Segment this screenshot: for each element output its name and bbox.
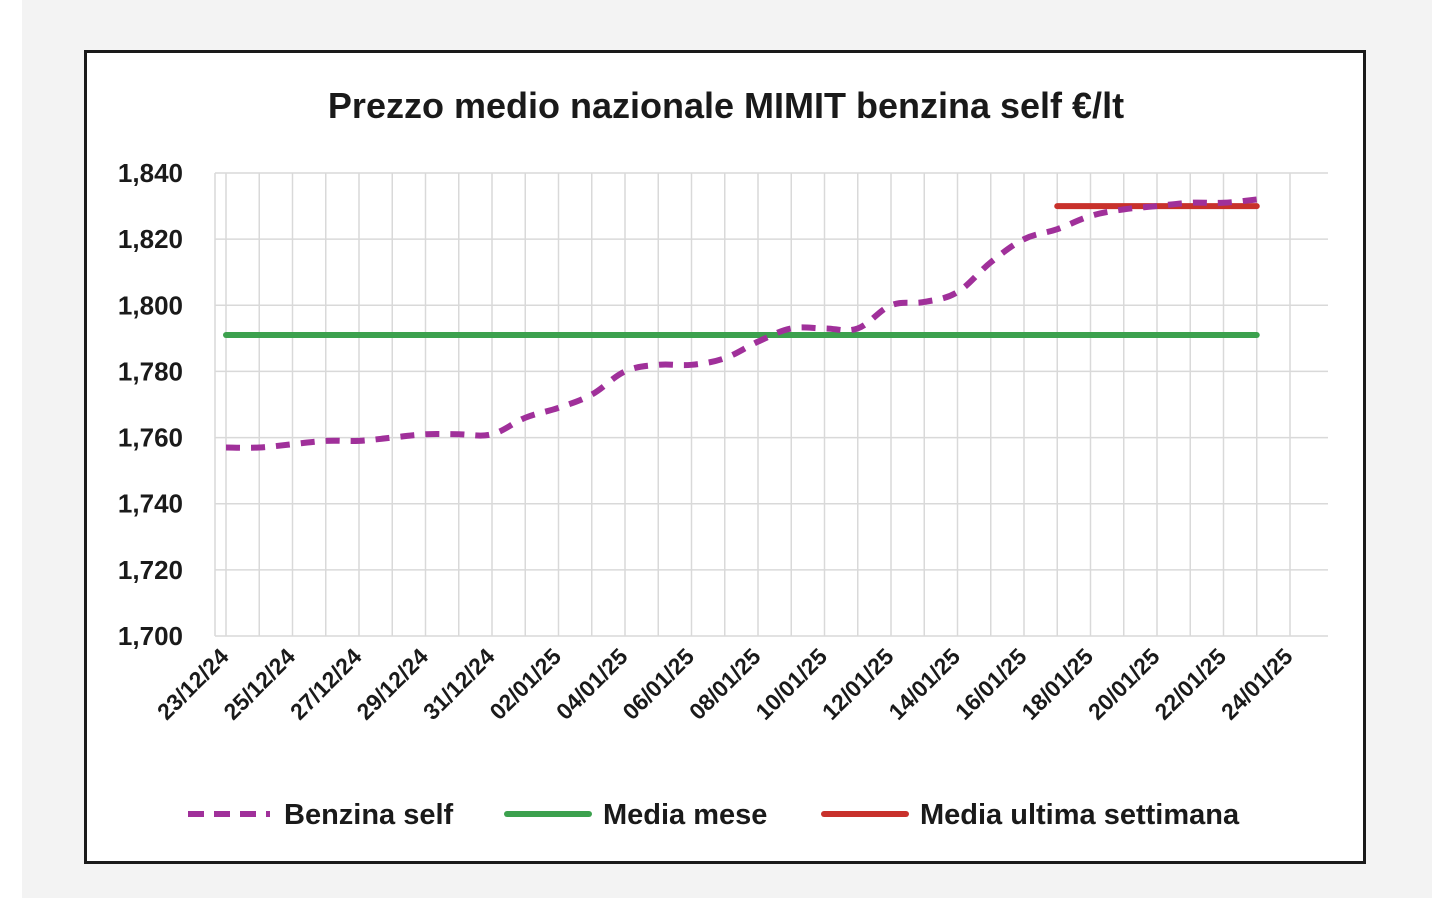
y-tick-label: 1,700 [118, 621, 183, 651]
x-tick-label: 16/01/25 [950, 643, 1032, 725]
y-tick-label: 1,740 [118, 489, 183, 519]
x-tick-label: 18/01/25 [1016, 643, 1098, 725]
x-tick-label: 24/01/25 [1216, 643, 1298, 725]
x-tick-label: 12/01/25 [817, 643, 899, 725]
series [223, 196, 1260, 451]
x-tick-label: 20/01/25 [1083, 643, 1165, 725]
chart-title: Prezzo medio nazionale MIMIT benzina sel… [328, 85, 1124, 126]
legend-label-media-mese: Media mese [603, 799, 767, 831]
x-axis: 23/12/2425/12/2427/12/2429/12/2431/12/24… [152, 643, 1298, 725]
x-tick-label: 08/01/25 [684, 643, 766, 725]
grid [214, 172, 1328, 637]
legend-label-media-ultima-settimana: Media ultima settimana [920, 799, 1240, 831]
series-line-benzina-self [225, 196, 1258, 451]
legend-label-benzina-self: Benzina self [284, 799, 454, 831]
x-tick-label: 04/01/25 [551, 643, 633, 725]
legend: Benzina self Media mese Media ultima setti… [188, 799, 1240, 831]
y-tick-label: 1,720 [118, 555, 183, 585]
y-tick-label: 1,780 [118, 356, 183, 386]
y-tick-label: 1,820 [118, 224, 183, 254]
x-tick-label: 23/12/24 [152, 643, 234, 725]
y-tick-label: 1,840 [118, 158, 183, 188]
y-axis: 1,700 1,720 1,740 1,760 1,780 1,800 1,820 1,840 [118, 158, 183, 651]
y-tick-label: 1,800 [118, 290, 183, 320]
x-tick-label: 25/12/24 [218, 643, 300, 725]
x-tick-label: 10/01/25 [750, 643, 832, 725]
x-tick-label: 22/01/25 [1149, 643, 1231, 725]
x-tick-label: 31/12/24 [418, 643, 500, 725]
x-tick-label: 29/12/24 [351, 643, 433, 725]
x-tick-label: 14/01/25 [883, 643, 965, 725]
x-tick-label: 06/01/25 [617, 643, 699, 725]
x-tick-label: 27/12/24 [285, 643, 367, 725]
x-tick-label: 02/01/25 [484, 643, 566, 725]
y-tick-label: 1,760 [118, 423, 183, 453]
